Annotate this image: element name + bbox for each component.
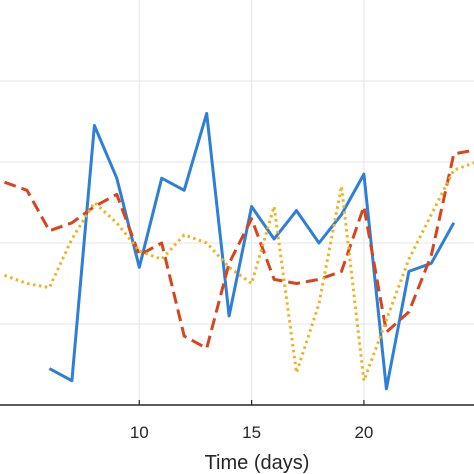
- grid: [0, 0, 474, 405]
- series-line-3: [3, 161, 474, 383]
- plot-series: [3, 111, 474, 391]
- x-tick-label: 10: [130, 423, 149, 442]
- x-tick-label: 15: [242, 423, 261, 442]
- series-line-2: [3, 148, 474, 350]
- x-tick-label: 20: [354, 423, 373, 442]
- axes: 10 15 20: [0, 400, 474, 442]
- x-axis-label: Time (days): [205, 452, 310, 474]
- series-line-1: [48, 111, 456, 391]
